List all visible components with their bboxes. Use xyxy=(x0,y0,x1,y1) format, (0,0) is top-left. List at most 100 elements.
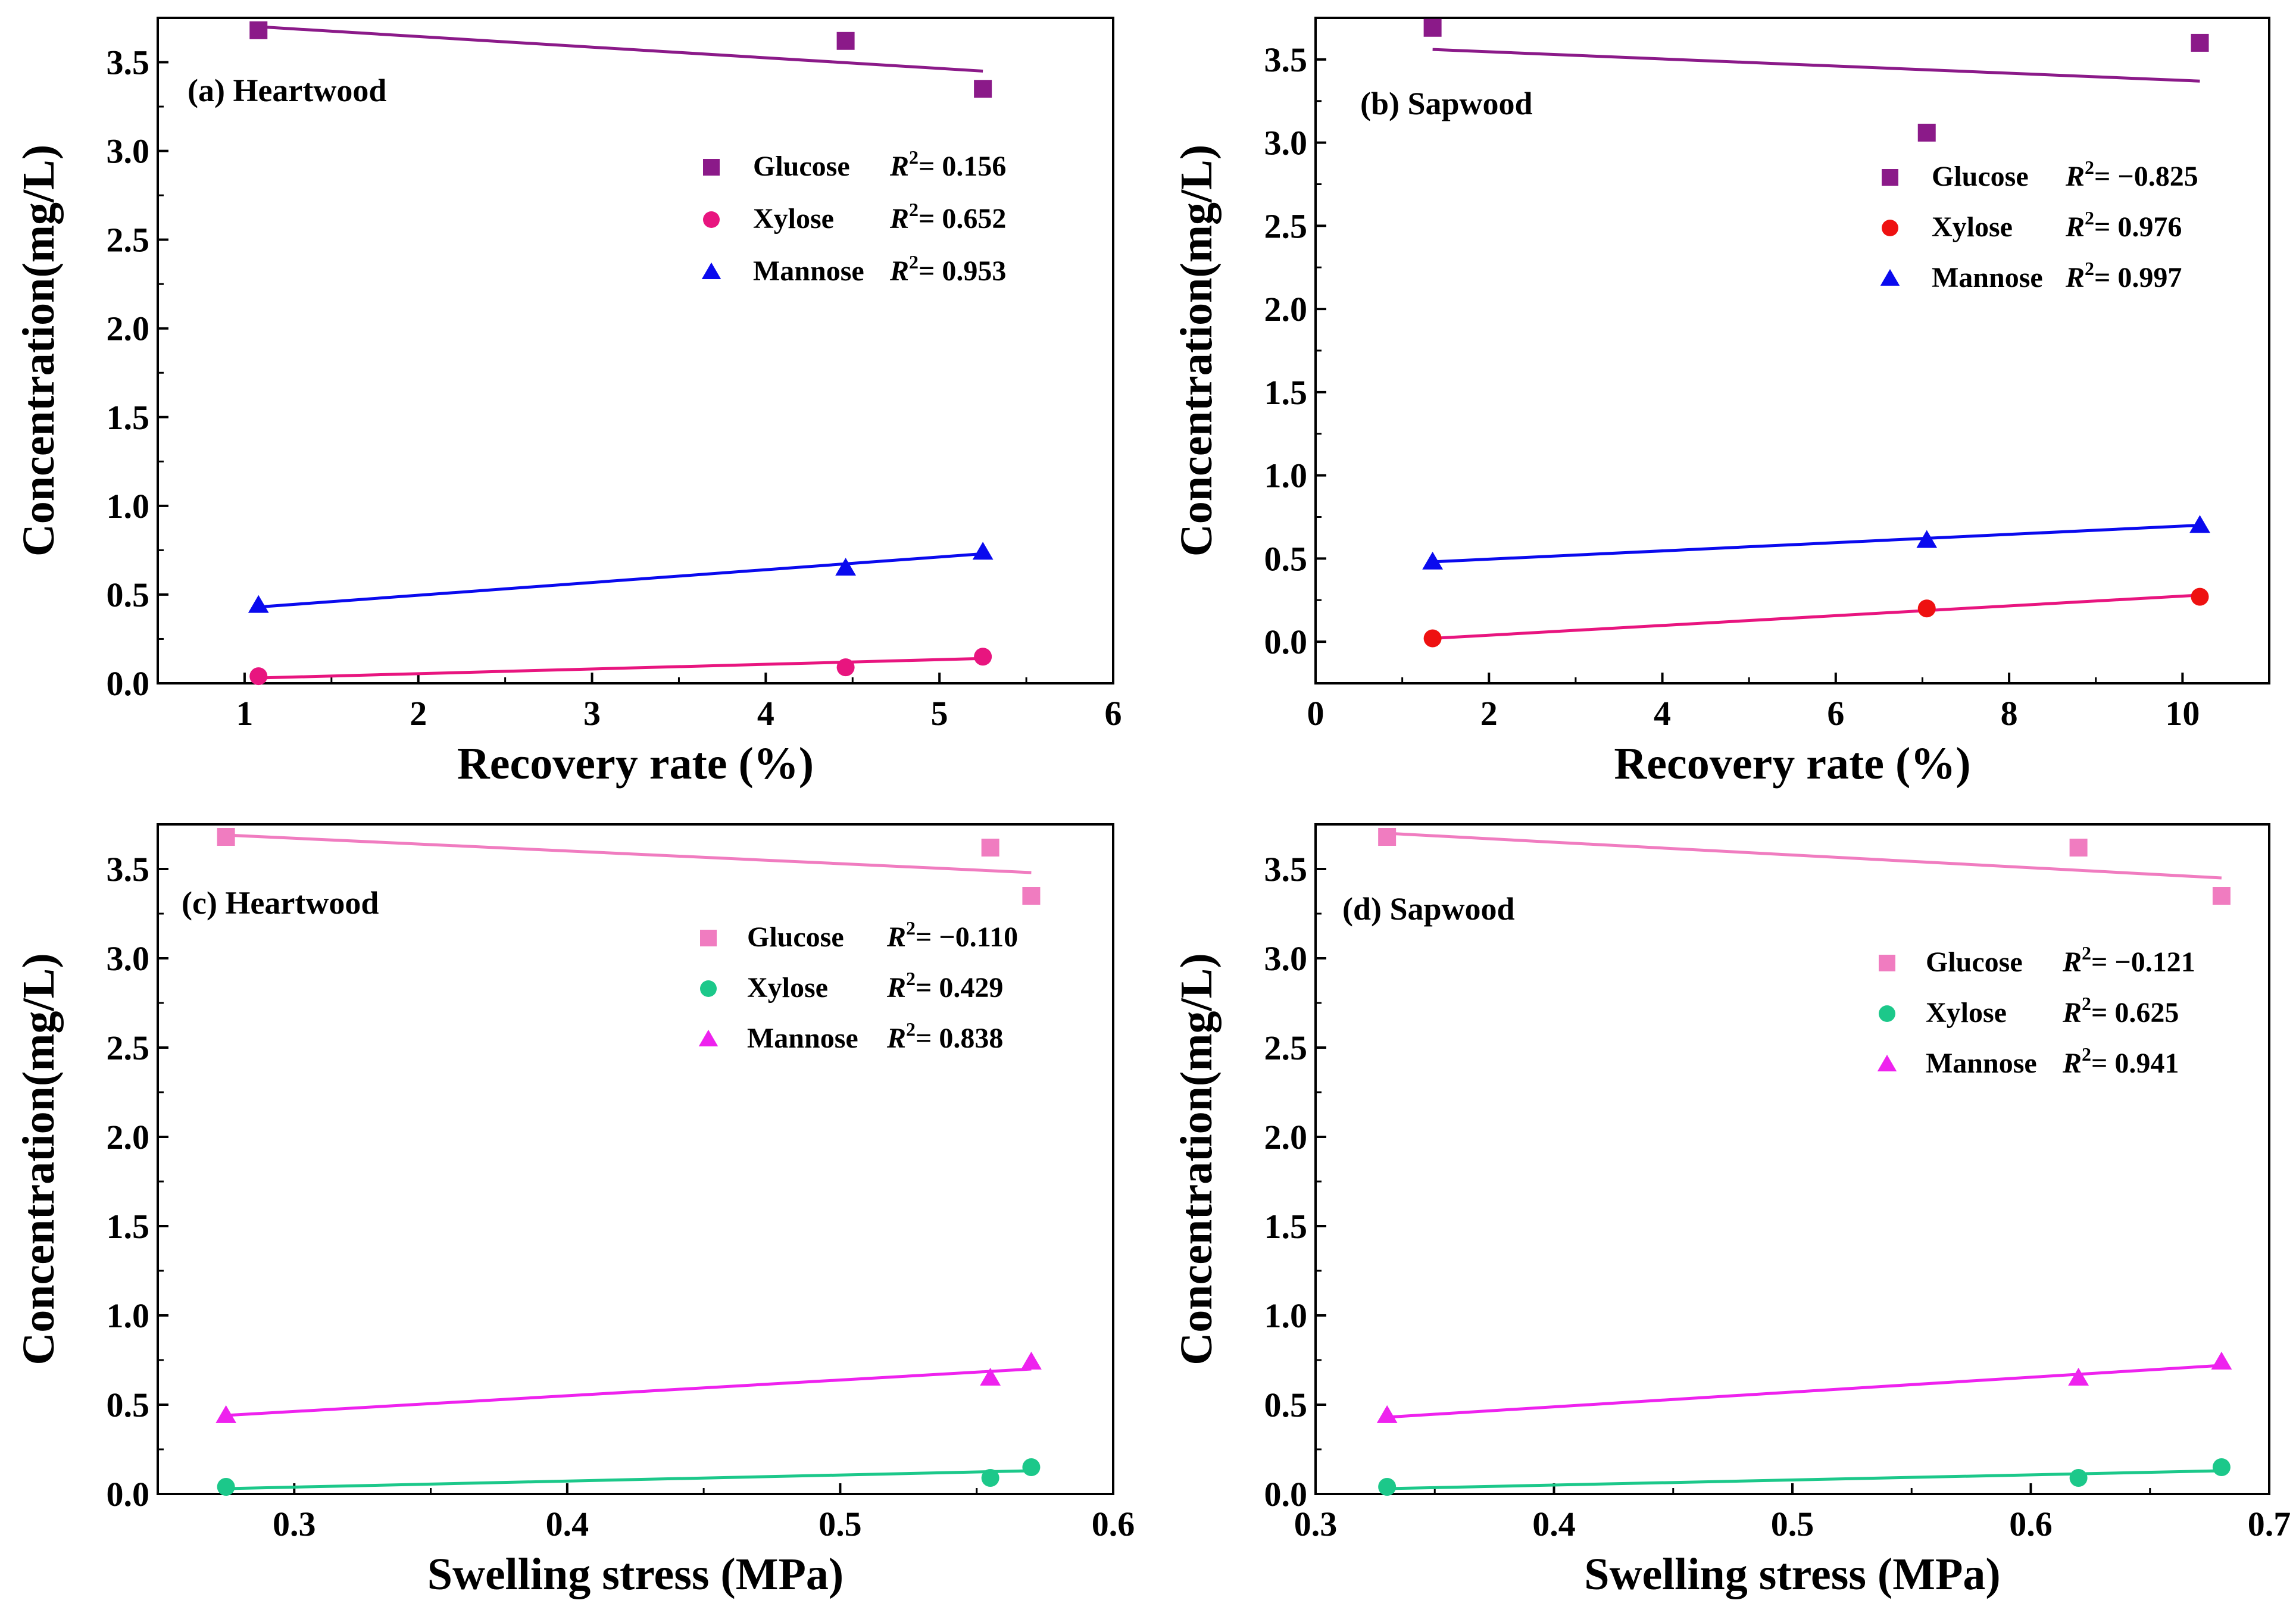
y-tick-label: 3.0 xyxy=(107,939,150,978)
legend-marker-mannose xyxy=(701,262,721,279)
y-axis-title: Concentration(mg/L) xyxy=(14,953,64,1365)
y-tick-label: 2.0 xyxy=(1264,290,1308,329)
legend-marker-glucose xyxy=(1882,169,1898,186)
r2-exponent: 2 xyxy=(2082,993,2091,1014)
y-tick-label: 2.0 xyxy=(1264,1118,1308,1156)
y-tick-label: 0.0 xyxy=(107,664,150,703)
r2-symbol: R xyxy=(886,1023,906,1054)
x-tick-label: 2 xyxy=(1480,694,1498,733)
r2-value: 0.953 xyxy=(935,255,1006,287)
y-tick-label: 1.0 xyxy=(1264,1296,1308,1335)
x-tick-label: 10 xyxy=(2165,694,2200,733)
x-tick-label: 0.4 xyxy=(1532,1505,1576,1543)
x-tick-label: 8 xyxy=(2001,694,2018,733)
y-tick-label: 0.0 xyxy=(1264,623,1308,661)
legend-label-mannose: Mannose xyxy=(1932,262,2043,293)
x-tick-label: 4 xyxy=(1654,694,1671,733)
y-tick-label: 0.0 xyxy=(107,1475,150,1514)
x-axis-title: Recovery rate (%) xyxy=(457,739,814,789)
plot-frame xyxy=(157,17,1114,684)
x-tick-label: 0.3 xyxy=(1294,1505,1338,1543)
panel-title: (c) Heartwood xyxy=(182,885,379,921)
legend-marker-xylose xyxy=(703,211,720,228)
legend-label-glucose: Glucose xyxy=(1932,161,2029,192)
chart-panel-c: 0.0 0.5 1.0 1.5 2.0 2.5 3.0 3.5 0.3 0.4 0.5 0.6 Swel… xyxy=(14,823,1135,1599)
y-tick-label: 3.5 xyxy=(1264,850,1308,889)
legend-marker-glucose xyxy=(700,930,717,946)
legend-r2: R2= 0.953 xyxy=(889,251,1006,287)
y-axis-title: Concentration(mg/L) xyxy=(1172,953,1222,1365)
plot-frame xyxy=(157,823,1114,1495)
y-tick-label: 2.5 xyxy=(1264,207,1308,245)
panel-title: (a) Heartwood xyxy=(188,73,386,108)
r2-symbol: R xyxy=(889,203,909,235)
fit-line-mannose xyxy=(226,1367,1032,1417)
data-layer xyxy=(1432,48,2200,640)
fit-line-mannose xyxy=(258,552,983,609)
data-point-xylose xyxy=(2212,1458,2231,1476)
r2-exponent: 2 xyxy=(2085,157,2094,178)
data-layer xyxy=(1386,832,2222,1490)
chart-panel-d: 0.0 0.5 1.0 1.5 2.0 2.5 3.0 3.5 0.3 0.4 0.5 0.6 0.7 S… xyxy=(1172,823,2291,1599)
y-tick-label: 3.5 xyxy=(107,43,150,82)
x-tick-label: 0 xyxy=(1307,694,1325,733)
x-tick-label: 0.4 xyxy=(546,1505,589,1543)
legend-label-mannose: Mannose xyxy=(747,1023,858,1054)
x-axis-title: Swelling stress (MPa) xyxy=(1584,1549,2000,1599)
data-layer xyxy=(226,833,1032,1490)
y-tick-label: 2.5 xyxy=(107,1029,150,1067)
y-tick-label: 1.5 xyxy=(1264,373,1308,412)
r2-equals: = xyxy=(919,203,935,235)
data-point-mannose xyxy=(2068,1367,2089,1386)
fit-line-xylose xyxy=(258,657,983,680)
fit-line-glucose xyxy=(1432,48,2200,83)
data-point-xylose xyxy=(249,667,268,686)
r2-symbol: R xyxy=(2062,997,2082,1029)
r2-value: 0.156 xyxy=(935,151,1006,182)
r2-symbol: R xyxy=(2062,1048,2082,1079)
legend-label-glucose: Glucose xyxy=(753,151,850,182)
data-point-mannose xyxy=(1376,1405,1398,1423)
r2-value: 0.941 xyxy=(2107,1048,2179,1079)
data-point-xylose xyxy=(974,648,992,666)
r2-equals: = xyxy=(916,921,932,953)
legend-r2: R2= 0.156 xyxy=(889,146,1006,182)
y-tick-label: 3.5 xyxy=(1264,40,1308,79)
legend-marker-mannose xyxy=(1880,269,1900,286)
legend-label-glucose: Glucose xyxy=(747,921,844,953)
data-point-xylose xyxy=(1022,1458,1041,1476)
y-tick-label: 3.0 xyxy=(1264,939,1308,978)
data-point-mannose xyxy=(835,558,856,576)
data-point-mannose xyxy=(980,1367,1001,1386)
legend-marker-mannose xyxy=(1877,1055,1897,1071)
y-tick-label: 2.5 xyxy=(107,221,150,260)
r2-equals: = xyxy=(2091,997,2107,1029)
x-tick-label: 2 xyxy=(410,694,427,733)
data-point-xylose xyxy=(2191,587,2209,606)
r2-equals: = xyxy=(2091,946,2107,978)
r2-symbol: R xyxy=(889,255,909,287)
y-axis-title: Concentration(mg/L) xyxy=(14,145,64,557)
y-tick-label: 1.5 xyxy=(107,398,150,437)
fit-line-glucose xyxy=(1387,832,2222,880)
x-tick-label: 6 xyxy=(1827,694,1844,733)
legend-marker-glucose xyxy=(703,159,720,176)
x-tick-label: 4 xyxy=(757,694,774,733)
data-point-mannose xyxy=(1422,551,1444,570)
x-tick-label: 0.3 xyxy=(273,1505,316,1543)
r2-equals: = xyxy=(2094,211,2110,243)
data-point-glucose xyxy=(1378,828,1397,846)
x-tick-label: 3 xyxy=(583,694,601,733)
y-tick-label: 0.0 xyxy=(1264,1475,1308,1514)
data-point-xylose xyxy=(2069,1469,2088,1487)
panel-title: (b) Sapwood xyxy=(1360,86,1533,121)
data-point-mannose xyxy=(248,595,269,613)
r2-value: 0.625 xyxy=(2107,997,2179,1029)
legend-marker-xylose xyxy=(700,980,717,997)
x-tick-label: 1 xyxy=(236,694,253,733)
data-point-glucose xyxy=(2191,33,2209,52)
r2-exponent: 2 xyxy=(909,251,919,273)
